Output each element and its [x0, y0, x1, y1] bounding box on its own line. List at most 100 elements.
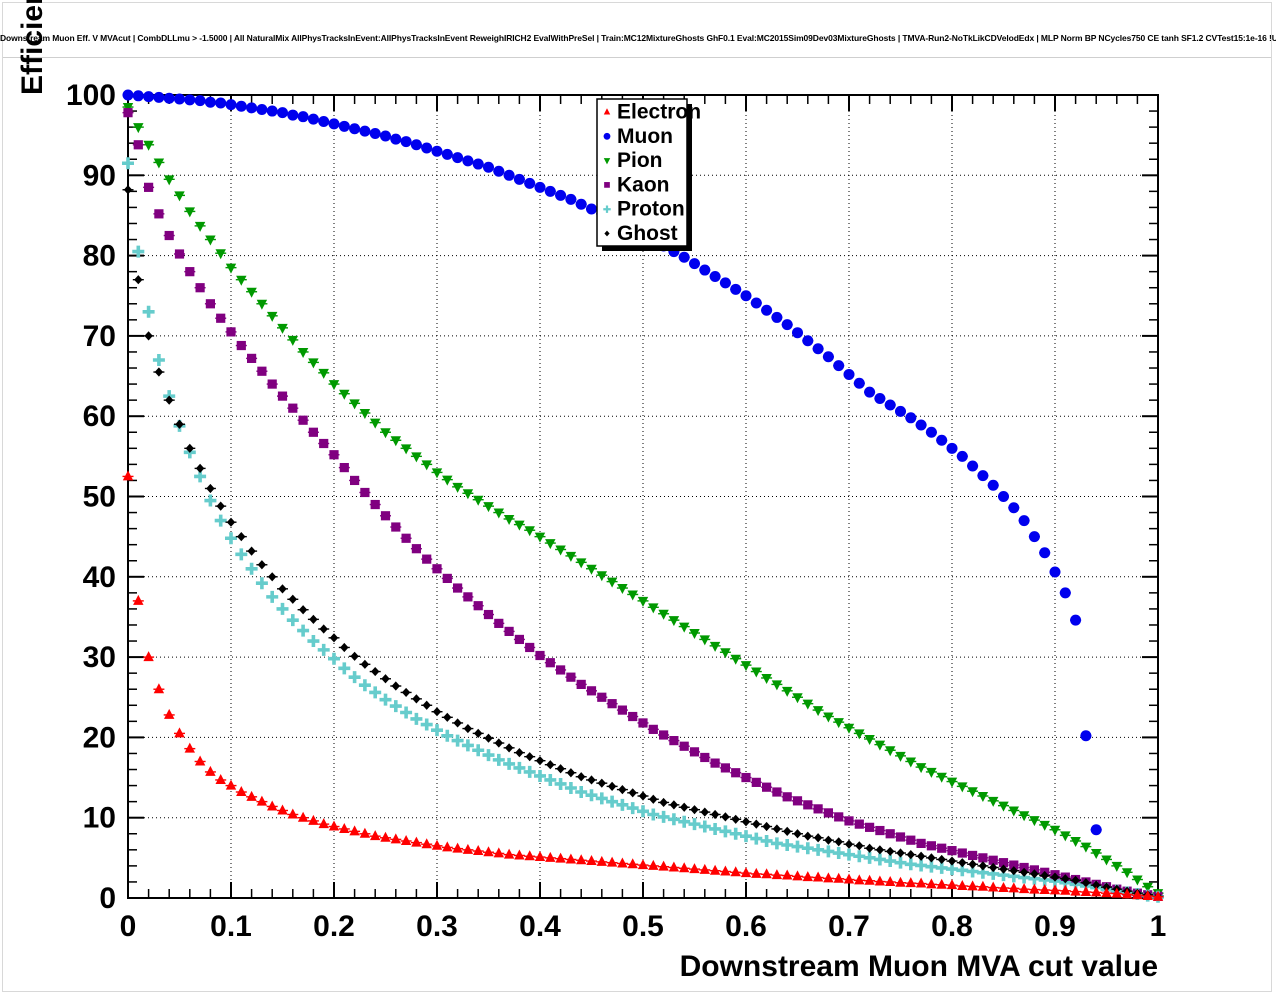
square-icon: [370, 499, 380, 510]
diamond-icon: [360, 659, 370, 669]
square-icon: [895, 832, 906, 842]
triangle-up-icon: [637, 859, 649, 870]
triangle-down-icon: [246, 287, 257, 298]
cross-icon: [554, 777, 567, 790]
legend-item-kaon[interactable]: Kaon: [604, 173, 670, 196]
triangle-up-icon: [751, 867, 762, 878]
diamond-icon: [762, 821, 771, 832]
diamond-icon: [783, 826, 792, 836]
triangle-down-icon: [1070, 836, 1081, 847]
square-icon: [504, 626, 514, 637]
diamond-icon: [927, 853, 936, 863]
diamond-icon: [484, 733, 493, 743]
diamond-icon: [298, 605, 308, 615]
legend-item-muon[interactable]: Muon: [603, 125, 673, 148]
triangle-up-icon: [225, 779, 237, 790]
triangle-down-icon: [545, 539, 556, 550]
triangle-up-icon: [514, 849, 525, 860]
cross-icon: [606, 795, 619, 808]
triangle-down-icon: [133, 123, 144, 134]
cross-icon: [266, 590, 279, 603]
diamond-icon: [710, 809, 720, 820]
square-icon: [247, 353, 257, 363]
triangle-down-icon: [483, 502, 494, 513]
circle-icon: [730, 283, 742, 295]
square-icon: [535, 650, 545, 661]
circle-icon: [472, 158, 484, 170]
triangle-down-icon: [380, 428, 391, 439]
cross-icon: [513, 761, 526, 774]
y-tick-label: 100: [66, 79, 116, 112]
triangle-down-icon: [328, 380, 340, 391]
triangle-up-icon: [1152, 890, 1164, 901]
square-icon: [205, 299, 215, 309]
legend-item-electron[interactable]: Electron: [603, 101, 701, 124]
cross-icon: [204, 494, 217, 507]
triangle-down-icon: [359, 408, 371, 419]
cross-icon: [369, 686, 382, 699]
legend-item-ghost[interactable]: Ghost: [604, 222, 678, 245]
cross-icon: [194, 470, 207, 483]
square-icon: [329, 450, 339, 460]
cross-icon: [791, 840, 804, 853]
circle-icon: [1018, 515, 1030, 527]
triangle-down-icon: [658, 609, 669, 620]
square-icon: [319, 438, 329, 449]
cross-icon: [626, 802, 639, 815]
series-proton: [122, 157, 1164, 903]
plot-title: Downstream Muon Eff. V MVAcut | CombDLLm…: [0, 33, 1276, 43]
square-icon: [854, 819, 864, 829]
cross-icon: [338, 662, 351, 675]
square-icon: [988, 855, 998, 865]
square-icon: [566, 672, 576, 682]
circle-icon: [905, 412, 917, 424]
diamond-icon: [144, 331, 153, 341]
diamond-icon: [556, 764, 565, 774]
diamond-icon: [237, 532, 246, 542]
diamond-icon: [772, 824, 782, 834]
square-icon: [154, 209, 164, 219]
diamond-icon: [1102, 882, 1111, 892]
circle-icon: [462, 155, 474, 167]
cross-icon: [647, 808, 660, 821]
circle-icon: [1059, 587, 1071, 599]
square-icon: [741, 772, 751, 783]
diamond-icon: [566, 768, 576, 778]
circle-icon: [256, 103, 268, 115]
square-icon: [659, 730, 669, 740]
square-icon: [288, 403, 298, 413]
circle-icon: [380, 130, 391, 142]
triangle-down-icon: [699, 635, 710, 646]
legend-item-proton[interactable]: Proton: [603, 198, 685, 221]
series-kaon: [122, 108, 1164, 901]
legend-item-pion[interactable]: Pion: [603, 149, 663, 172]
triangle-down-icon: [668, 616, 680, 627]
square-icon: [411, 544, 421, 554]
cross-icon: [585, 789, 598, 802]
x-tick-label: 0.8: [931, 910, 973, 943]
circle-icon: [1070, 614, 1082, 626]
triangle-down-icon: [603, 158, 611, 165]
circle-icon: [421, 142, 433, 154]
triangle-up-icon: [1049, 884, 1061, 895]
triangle-up-icon: [545, 851, 556, 862]
circle-icon: [750, 297, 762, 309]
triangle-up-icon: [586, 855, 597, 866]
diamond-icon: [604, 230, 610, 237]
circle-icon: [431, 145, 443, 157]
legend-item-label: Muon: [617, 125, 673, 148]
diamond-icon: [669, 800, 679, 810]
square-icon: [906, 835, 916, 845]
square-icon: [216, 313, 226, 323]
circle-icon: [1028, 531, 1040, 543]
y-tick-label: 60: [83, 400, 116, 433]
triangle-up-icon: [957, 879, 968, 890]
legend-item-label: Pion: [617, 149, 663, 172]
square-icon: [638, 718, 648, 728]
triangle-up-icon: [431, 839, 443, 850]
square-icon: [751, 777, 761, 787]
cross-icon: [152, 353, 165, 366]
diamond-icon: [422, 700, 431, 710]
